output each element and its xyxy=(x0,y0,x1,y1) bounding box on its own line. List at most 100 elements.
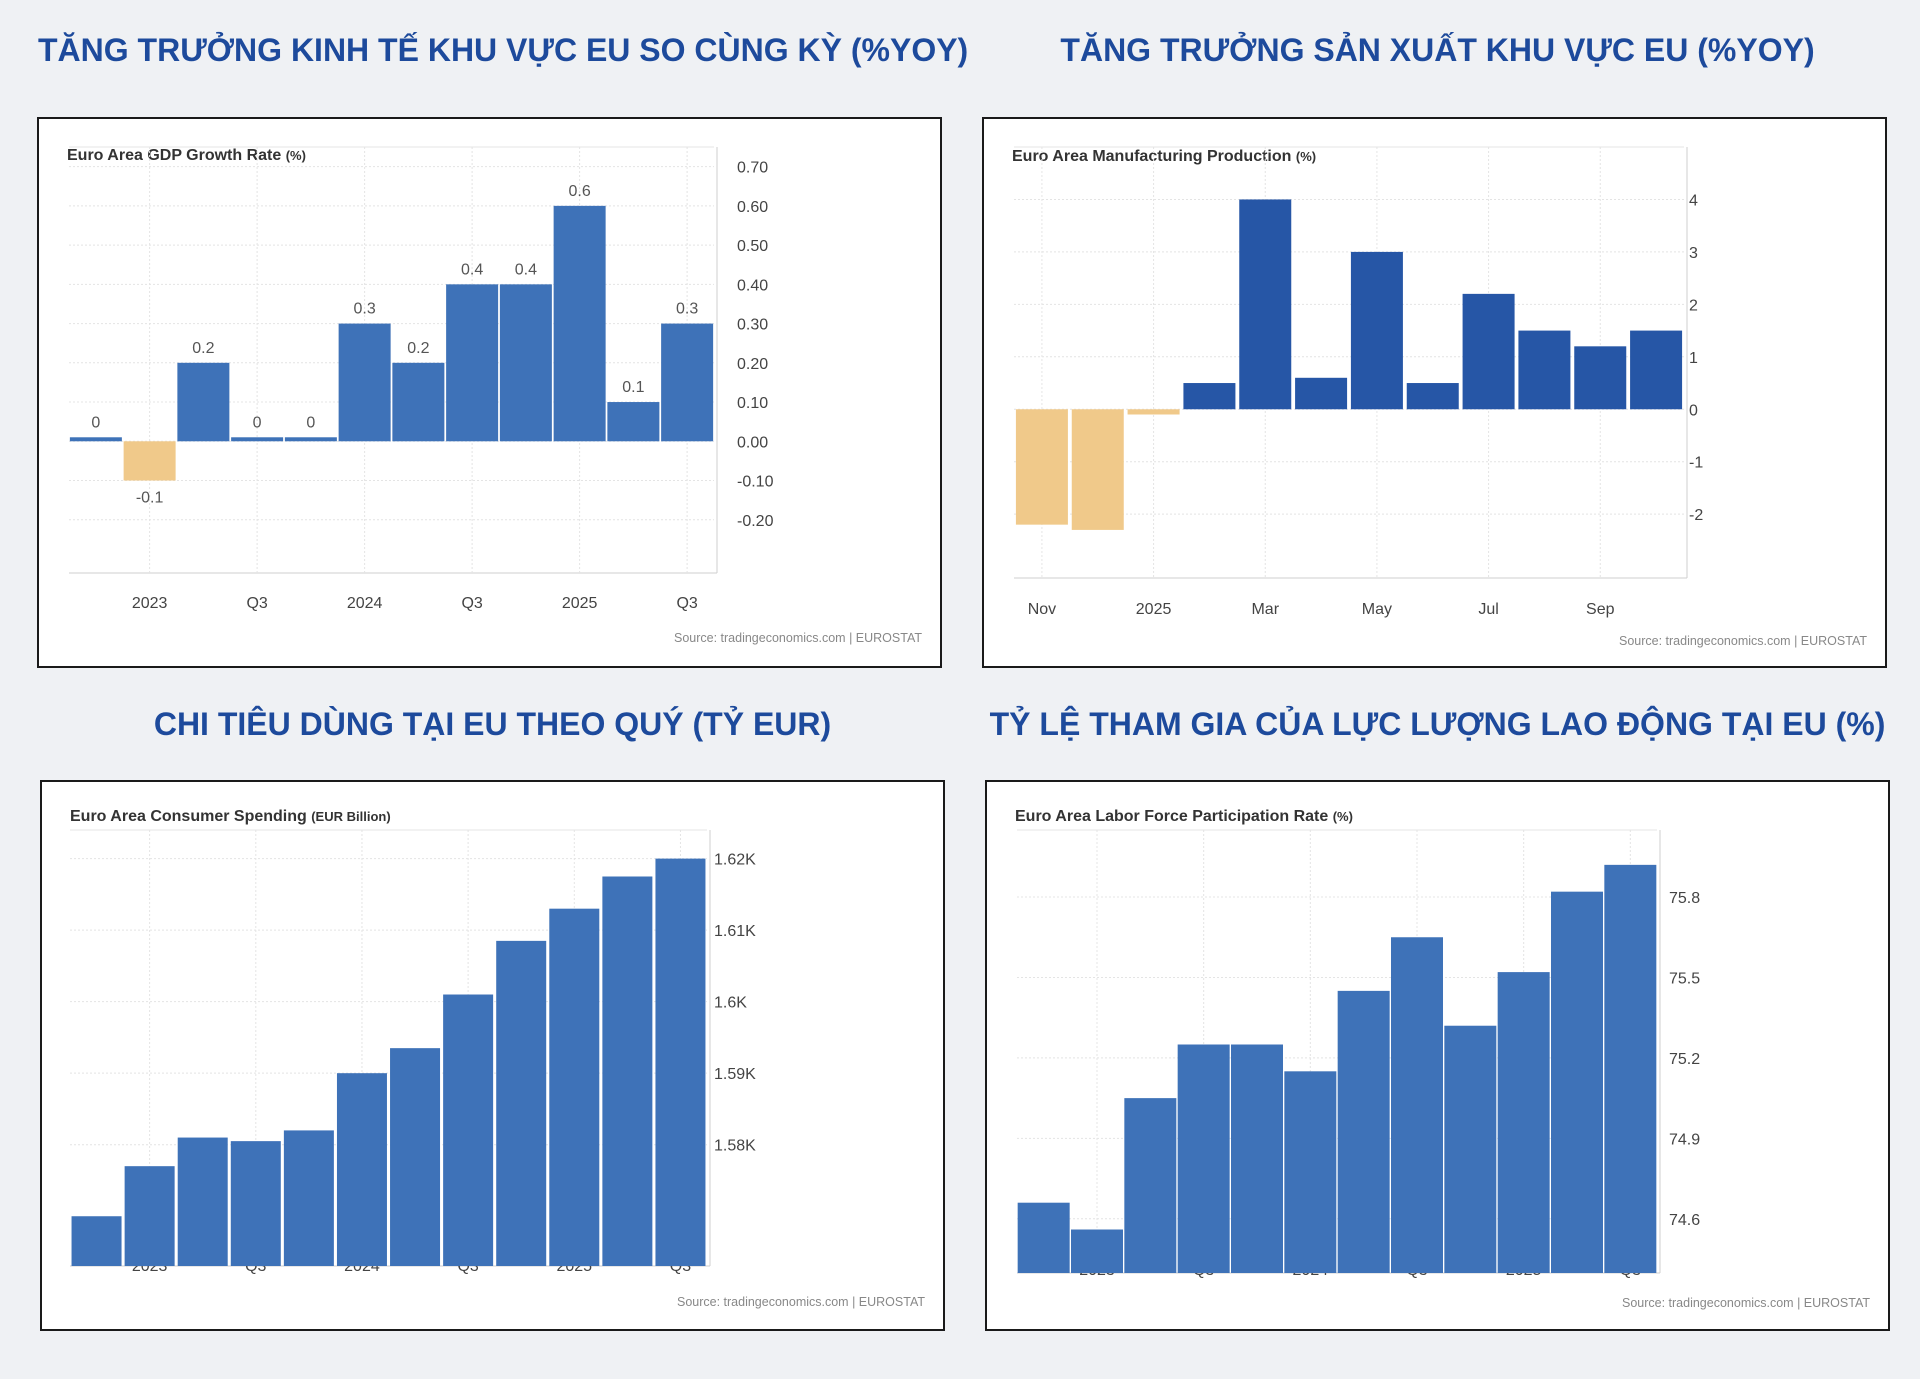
bar xyxy=(336,1073,387,1266)
bar xyxy=(1124,1098,1177,1273)
chart-unit: (%) xyxy=(1333,809,1353,824)
bar xyxy=(1574,346,1627,410)
chart-title-text: Euro Area Consumer Spending xyxy=(70,808,311,825)
bar xyxy=(1551,891,1603,1273)
bar-data-label: 0.4 xyxy=(461,261,483,278)
bar xyxy=(446,284,499,442)
consumer-chart: Euro Area Consumer Spending (EUR Billion… xyxy=(70,808,925,1309)
bar-data-label: 0 xyxy=(253,414,262,431)
y-tick-label: 4 xyxy=(1689,192,1698,209)
bar xyxy=(1337,990,1390,1273)
bar-data-label: 0.3 xyxy=(676,301,698,318)
chart-title: Euro Area GDP Growth Rate (%) xyxy=(67,147,306,164)
bar xyxy=(1391,937,1443,1273)
bar xyxy=(553,205,606,442)
y-tick-label: 1.61K xyxy=(714,923,756,940)
chart-source: Source: tradingeconomics.com | EUROSTAT xyxy=(1619,634,1867,648)
x-tick-label: Mar xyxy=(1251,601,1279,618)
bar xyxy=(230,1141,281,1266)
gdp-chart: Euro Area GDP Growth Rate (%)0.700.600.5… xyxy=(67,146,922,645)
bar-data-label: 0.3 xyxy=(354,301,376,318)
bar xyxy=(392,362,445,442)
bar xyxy=(1071,1229,1123,1273)
x-tick-label: 2025 xyxy=(562,595,598,612)
y-tick-label: -0.10 xyxy=(737,474,774,491)
y-tick-label: 2 xyxy=(1689,297,1698,314)
bar xyxy=(1284,1071,1337,1273)
y-tick-label: 75.8 xyxy=(1669,890,1700,907)
bar-data-label: 0.2 xyxy=(407,340,429,357)
bar xyxy=(283,1130,334,1266)
bar-data-label: 0.1 xyxy=(622,379,644,396)
y-tick-label: 0.00 xyxy=(737,434,768,451)
manufacturing-chart-panel: Euro Area Manufacturing Production (%) 4 3… xyxy=(982,117,1887,668)
bar xyxy=(1295,377,1348,410)
chart-unit: (%) xyxy=(1296,149,1316,164)
gdp-chart-panel: Euro Area GDP Growth Rate (%) 0.70 0.60 0.5… xyxy=(37,117,942,668)
bar-data-label: 0 xyxy=(91,414,100,431)
y-tick-label: -0.20 xyxy=(737,513,774,530)
chart-unit: (%) xyxy=(286,148,306,163)
y-tick-label: 75.5 xyxy=(1669,970,1700,987)
y-tick-label: 3 xyxy=(1689,245,1698,262)
x-tick-label: Q3 xyxy=(246,595,267,612)
chart-title-text: Euro Area GDP Growth Rate xyxy=(67,147,286,164)
y-tick-label: 0.20 xyxy=(737,356,768,373)
bar xyxy=(661,323,714,442)
bar xyxy=(390,1048,441,1266)
chart-title: Euro Area Consumer Spending (EUR Billion… xyxy=(70,808,391,825)
bar-data-label: 0.6 xyxy=(569,183,591,200)
y-tick-label: 0.60 xyxy=(737,199,768,216)
bar-data-label: 0 xyxy=(306,414,315,431)
bar xyxy=(123,441,176,481)
bar xyxy=(1183,383,1236,410)
bar-data-label: 0.2 xyxy=(192,340,214,357)
y-tick-label: 74.9 xyxy=(1669,1131,1700,1148)
bar-data-label: 0.4 xyxy=(515,261,537,278)
chart-title-text: Euro Area Labor Force Participation Rate xyxy=(1015,808,1333,825)
chart-title: Euro Area Labor Force Participation Rate… xyxy=(1015,808,1353,825)
bar xyxy=(284,437,337,442)
bar xyxy=(177,362,230,442)
bar xyxy=(549,908,600,1266)
bar xyxy=(338,323,391,442)
bar xyxy=(1444,1025,1497,1273)
bar xyxy=(71,1216,122,1266)
labor-chart: Euro Area Labor Force Participation Rate… xyxy=(1015,808,1870,1310)
x-tick-label: Jul xyxy=(1478,601,1498,618)
labor-heading: TỶ LỆ THAM GIA CỦA LỰC LƯỢNG LAO ĐỘNG TẠ… xyxy=(989,706,1886,742)
chart-source: Source: tradingeconomics.com | EUROSTAT xyxy=(677,1295,925,1309)
y-tick-label: 1.62K xyxy=(714,852,756,869)
y-tick-label: 0.70 xyxy=(737,160,768,177)
y-tick-label: 0.30 xyxy=(737,317,768,334)
bar xyxy=(602,876,653,1266)
bar xyxy=(69,437,122,442)
y-tick-label: 1.59K xyxy=(714,1066,756,1083)
bar xyxy=(1604,864,1657,1273)
y-tick-label: 0.40 xyxy=(737,277,768,294)
bar xyxy=(1017,1202,1070,1273)
bar xyxy=(499,284,552,442)
bar xyxy=(1497,972,1550,1273)
bar xyxy=(1127,409,1180,415)
chart-source: Source: tradingeconomics.com | EUROSTAT xyxy=(1622,1296,1870,1310)
bar xyxy=(1350,251,1403,410)
bar xyxy=(1231,1044,1283,1273)
gdp-heading: TĂNG TRƯỞNG KINH TẾ KHU VỰC EU SO CÙNG K… xyxy=(38,32,969,68)
bar xyxy=(1518,330,1571,410)
chart-title: Euro Area Manufacturing Production (%) xyxy=(1012,148,1316,165)
bar xyxy=(443,994,494,1266)
bar xyxy=(607,402,660,442)
bar xyxy=(1015,409,1068,525)
x-tick-label: May xyxy=(1362,601,1392,618)
x-tick-label: Sep xyxy=(1586,601,1615,618)
x-tick-label: 2023 xyxy=(132,595,168,612)
chart-unit: (EUR Billion) xyxy=(311,809,390,824)
labor-chart-panel: Euro Area Labor Force Participation Rate… xyxy=(985,780,1890,1331)
chart-source: Source: tradingeconomics.com | EUROSTAT xyxy=(674,631,922,645)
y-tick-label: -2 xyxy=(1689,507,1703,524)
y-tick-label: 0.50 xyxy=(737,238,768,255)
bar xyxy=(177,1137,228,1266)
x-tick-label: 2024 xyxy=(347,595,383,612)
x-tick-label: Q3 xyxy=(461,595,482,612)
